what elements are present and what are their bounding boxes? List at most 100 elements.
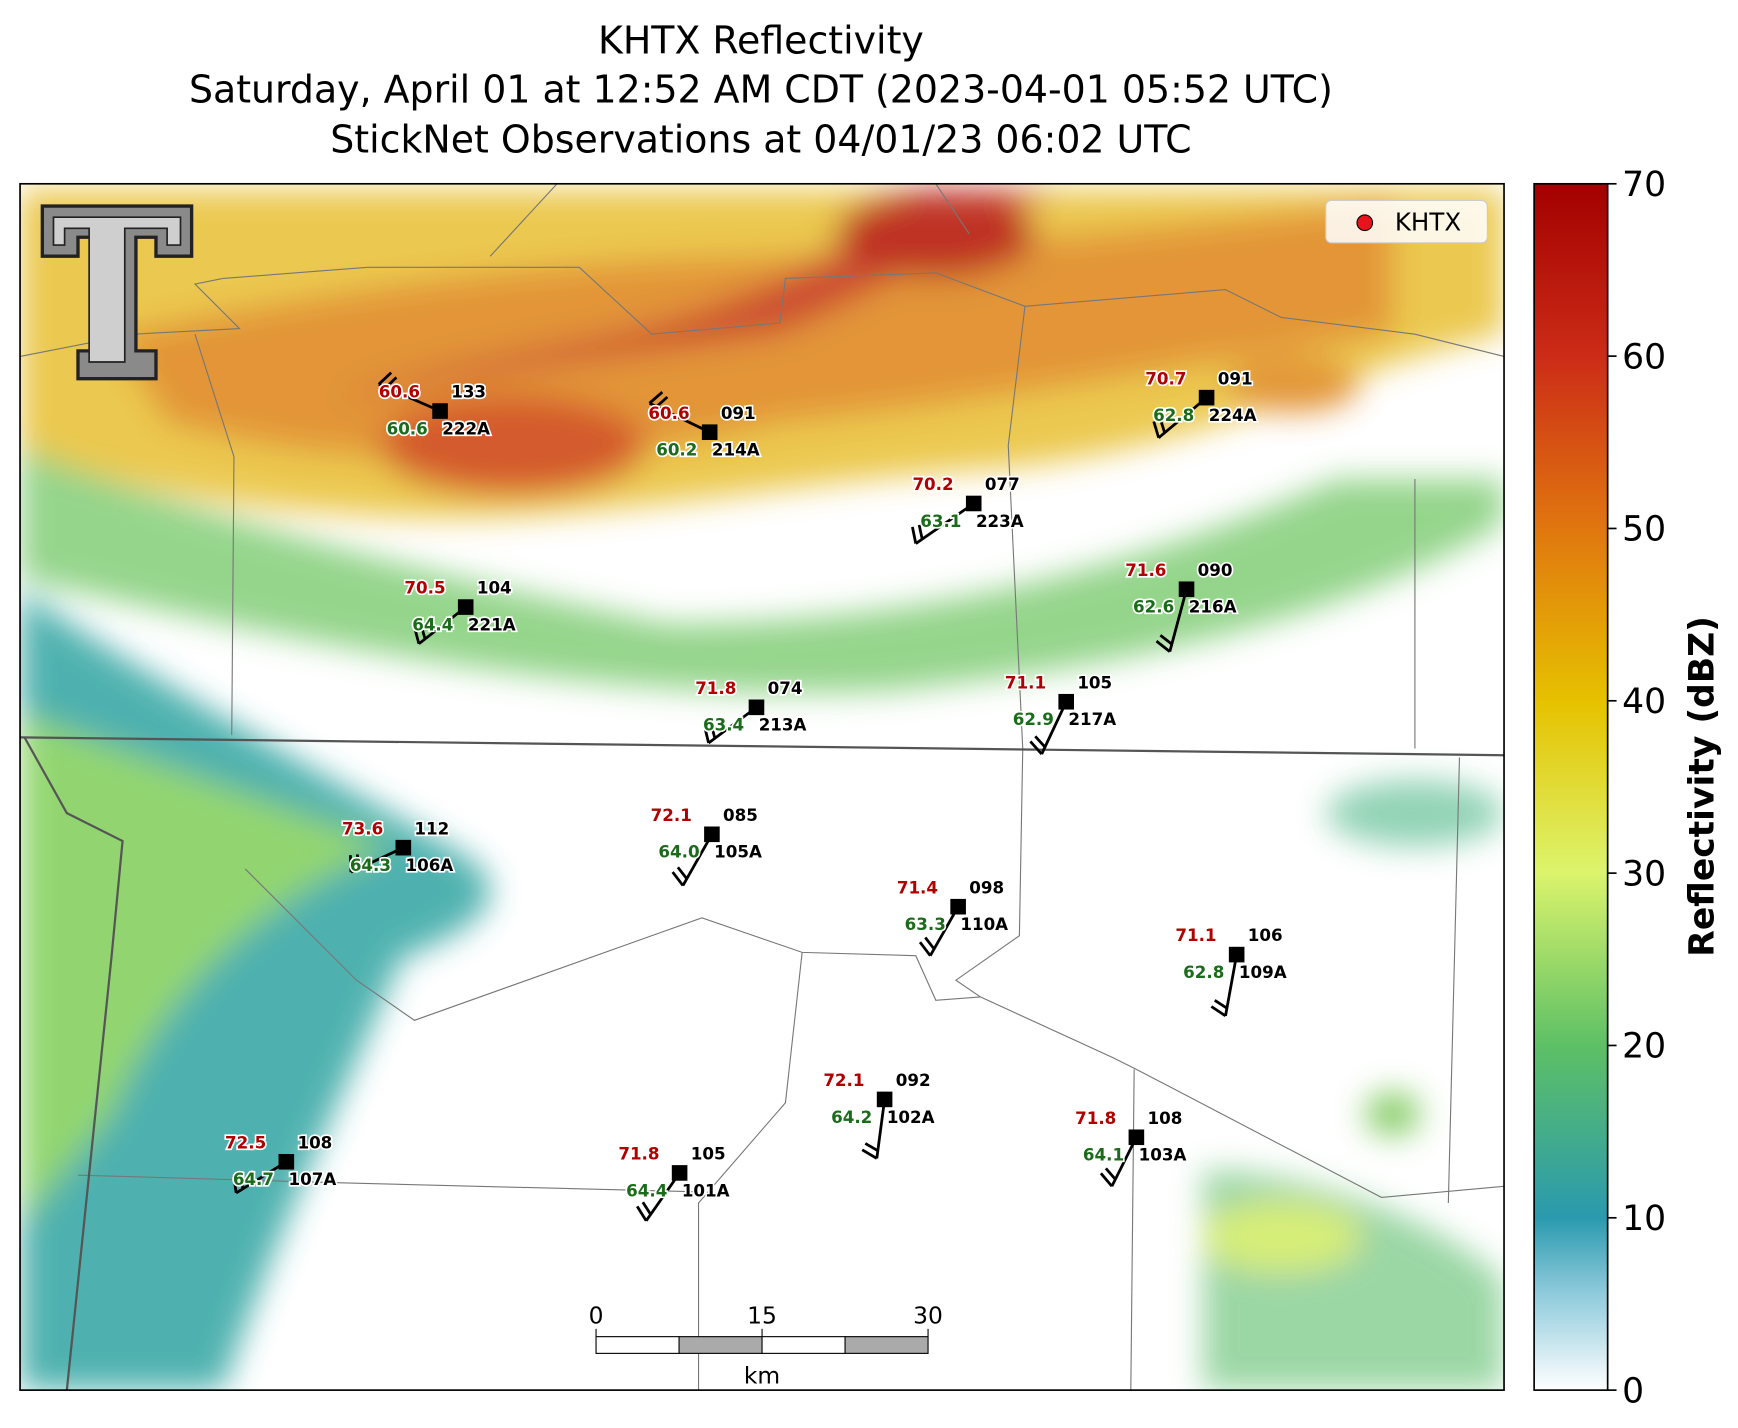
- wind-barb: [1159, 634, 1173, 646]
- temperature: 60.6: [379, 382, 420, 402]
- station: 70.5 104 64.4 221A: [403, 576, 517, 645]
- wind-barb: [1210, 1005, 1227, 1018]
- station-id: 109A: [1239, 962, 1287, 982]
- station-id: 110A: [960, 914, 1008, 934]
- wind-staff: [707, 706, 758, 745]
- temperature: 60.6: [648, 403, 689, 423]
- wind-staff: [235, 1160, 288, 1195]
- station: 60.6 133 60.6 222A: [377, 371, 492, 440]
- station-marker: [950, 898, 966, 915]
- wind-barb: [1213, 999, 1228, 1010]
- temperature: 70.2: [912, 474, 953, 494]
- station-marker: [704, 826, 720, 843]
- dewpoint: 60.2: [656, 440, 697, 460]
- station: 72.1 092 64.2 102A: [822, 1068, 936, 1160]
- wind-staff: [645, 1172, 681, 1222]
- wind-code: 090: [1198, 560, 1233, 580]
- dewpoint: 63.4: [703, 715, 744, 735]
- wind-barb: [419, 624, 427, 640]
- colorbar-tick-label: 30: [1622, 854, 1666, 894]
- wind-barb: [384, 376, 398, 389]
- scale-segment: [761, 1336, 846, 1354]
- dewpoint: 60.6: [387, 418, 428, 438]
- station: 73.6 112 64.3 106A: [340, 817, 455, 877]
- temperature: 71.4: [897, 877, 938, 897]
- temperature: 71.6: [1125, 560, 1166, 580]
- station-id: 222A: [442, 418, 490, 438]
- wind-code: 098: [969, 877, 1004, 897]
- scale-label: 15: [747, 1301, 777, 1329]
- wind-staff: [378, 383, 441, 413]
- station: 70.7 091 62.8 224A: [1144, 367, 1258, 439]
- logo: [40, 204, 194, 381]
- state-border: [20, 736, 1505, 757]
- wind-staff: [1040, 701, 1068, 755]
- county-borders: [19, 183, 1505, 1391]
- station: 71.6 090 62.6 216A: [1124, 558, 1238, 653]
- station: 72.1 085 64.0 105A: [649, 803, 764, 887]
- wind-barb: [709, 723, 717, 739]
- scale-bar: 0 15 30 km: [589, 1301, 943, 1389]
- dewpoint: 62.8: [1183, 962, 1224, 982]
- station-marker: [1058, 693, 1074, 710]
- wind-barb: [648, 391, 664, 405]
- wind-barb: [676, 866, 688, 880]
- station-id: 107A: [289, 1169, 337, 1189]
- station: 71.8 105 64.4 101A: [617, 1142, 731, 1222]
- colorbar-tick-label: 60: [1622, 337, 1666, 377]
- station: 71.4 098 63.3 110A: [895, 876, 1010, 957]
- wind-barb: [348, 855, 353, 873]
- station-id: 213A: [759, 715, 807, 735]
- wind-barb: [641, 1201, 652, 1216]
- temperature: 72.1: [823, 1070, 864, 1090]
- wind-barb: [1155, 640, 1171, 653]
- dewpoint: 64.2: [831, 1107, 872, 1127]
- wind-code: 133: [451, 382, 486, 402]
- wind-barb: [911, 526, 918, 544]
- temperature: 70.5: [404, 578, 445, 598]
- wind-barb: [413, 627, 421, 645]
- dewpoint: 62.9: [1013, 709, 1054, 729]
- station-marker: [671, 1165, 688, 1181]
- wind-barb: [239, 1174, 245, 1190]
- legend: KHTX: [1325, 199, 1488, 244]
- station-marker: [278, 1153, 295, 1170]
- plot-frame: [19, 182, 1505, 1391]
- wind-barb: [703, 726, 710, 744]
- dewpoint: 63.1: [920, 511, 961, 531]
- dewpoint: 64.7: [233, 1169, 274, 1189]
- dewpoint: 64.0: [658, 842, 699, 862]
- wind-barb: [918, 941, 932, 957]
- scale-segment: [678, 1336, 763, 1354]
- wind-barb: [232, 1175, 238, 1194]
- station-id: 216A: [1189, 597, 1237, 617]
- colorbar-tick-label: 40: [1622, 682, 1666, 722]
- wind-staff: [929, 906, 960, 957]
- station: 71.1 106 62.8 109A: [1174, 924, 1288, 1018]
- station-marker: [965, 495, 982, 512]
- wind-code: 105: [691, 1144, 726, 1164]
- station: 71.1 105 62.9 217A: [1003, 671, 1118, 756]
- wind-barb: [917, 524, 924, 540]
- wind-staff: [681, 833, 714, 887]
- wind-barb: [355, 854, 360, 869]
- dewpoint: 62.8: [1153, 405, 1194, 425]
- station-marker: [876, 1091, 893, 1108]
- wind-barb: [671, 871, 685, 887]
- dewpoint: 64.1: [1083, 1145, 1124, 1165]
- wind-staff: [914, 502, 975, 545]
- temperature: 71.8: [695, 678, 736, 698]
- wind-barb: [1034, 735, 1047, 748]
- temperature: 71.1: [1005, 672, 1046, 692]
- wind-code: 108: [297, 1132, 332, 1152]
- colorbar-tick-label: 20: [1622, 1027, 1666, 1067]
- dewpoint: 63.3: [905, 914, 946, 934]
- colorbar: [1533, 182, 1609, 1391]
- temperature: 72.5: [225, 1132, 266, 1152]
- station-marker: [457, 599, 474, 615]
- legend-marker: [1356, 214, 1374, 232]
- station-marker: [1128, 1129, 1145, 1146]
- dewpoint: 64.3: [350, 855, 391, 875]
- temperature: 70.7: [1145, 368, 1186, 388]
